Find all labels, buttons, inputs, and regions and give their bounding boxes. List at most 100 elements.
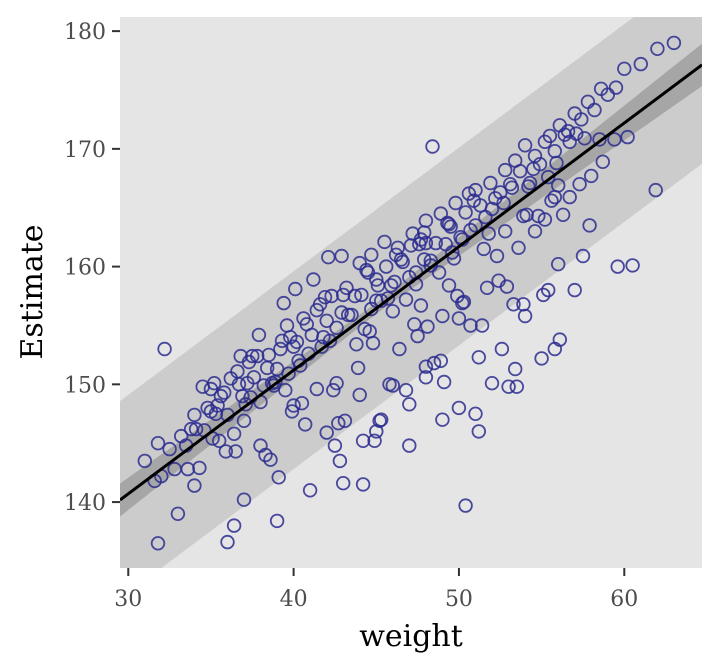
x-tick-label: 30 xyxy=(114,587,142,612)
data-point xyxy=(531,208,546,224)
data-point xyxy=(650,41,665,57)
data-point xyxy=(443,219,458,234)
data-point xyxy=(157,341,172,357)
data-point xyxy=(541,282,556,298)
data-point xyxy=(461,186,477,201)
data-point xyxy=(354,287,369,303)
data-point xyxy=(418,359,434,374)
data-point xyxy=(260,360,275,376)
data-point xyxy=(322,333,338,349)
data-point xyxy=(484,376,500,391)
data-point xyxy=(170,506,186,522)
data-point xyxy=(355,433,371,449)
data-point xyxy=(451,311,467,326)
data-point xyxy=(329,376,344,391)
data-point xyxy=(195,379,210,394)
data-point xyxy=(569,126,584,141)
data-point xyxy=(289,334,305,350)
data-point xyxy=(319,425,334,440)
data-point xyxy=(494,341,510,357)
data-point xyxy=(360,265,376,280)
data-point xyxy=(402,397,417,412)
data-point xyxy=(584,168,599,184)
data-point xyxy=(600,87,616,102)
data-point xyxy=(498,162,513,178)
data-point xyxy=(418,235,434,251)
data-point xyxy=(425,139,440,154)
data-point xyxy=(435,308,450,324)
data-point xyxy=(448,195,463,211)
data-point xyxy=(331,416,346,431)
data-point xyxy=(666,35,682,51)
data-point xyxy=(274,333,290,349)
data-point xyxy=(309,381,325,397)
data-point xyxy=(276,295,291,311)
data-point xyxy=(426,355,442,371)
regression-line xyxy=(120,63,702,502)
data-point xyxy=(367,433,382,449)
data-point xyxy=(306,272,321,287)
data-point xyxy=(542,128,558,144)
data-point xyxy=(334,248,349,264)
data-point xyxy=(258,447,273,463)
data-point xyxy=(211,433,227,449)
data-point xyxy=(326,383,341,398)
data-point xyxy=(509,379,525,394)
data-point xyxy=(549,155,564,171)
data-point xyxy=(544,193,559,208)
data-point xyxy=(187,407,202,423)
data-point xyxy=(180,461,196,477)
data-point xyxy=(417,225,432,240)
x-tick-label: 50 xyxy=(445,587,473,612)
data-point xyxy=(516,208,531,224)
data-point xyxy=(369,272,384,287)
data-point xyxy=(595,154,611,170)
data-point xyxy=(455,295,470,311)
y-tick-label: 160 xyxy=(64,256,106,281)
data-point xyxy=(162,441,177,457)
data-point xyxy=(269,513,285,529)
data-point xyxy=(506,297,521,312)
data-point xyxy=(574,112,589,127)
data-point xyxy=(251,327,267,343)
data-point xyxy=(489,248,505,264)
data-point xyxy=(508,361,523,377)
data-point xyxy=(451,400,467,416)
data-point xyxy=(364,247,379,263)
data-point xyxy=(567,282,582,298)
data-point xyxy=(458,205,473,220)
data-point xyxy=(511,240,526,256)
data-point xyxy=(551,257,566,272)
data-point xyxy=(431,265,447,280)
data-point xyxy=(512,163,528,179)
data-point xyxy=(341,307,356,323)
data-point xyxy=(562,189,577,205)
data-point xyxy=(302,483,318,498)
data-point xyxy=(577,131,592,146)
data-point xyxy=(288,281,303,297)
data-point xyxy=(527,224,543,239)
data-point xyxy=(402,438,417,453)
data-point xyxy=(468,406,483,422)
data-point xyxy=(365,335,381,351)
data-point xyxy=(294,396,310,411)
data-point xyxy=(187,478,202,493)
data-point xyxy=(498,224,513,239)
data-point xyxy=(349,337,364,352)
data-point xyxy=(551,178,566,193)
y-tick-label: 140 xyxy=(64,491,106,516)
data-point xyxy=(633,56,649,72)
data-point xyxy=(504,180,520,195)
data-point xyxy=(484,201,500,217)
data-point xyxy=(458,498,473,513)
data-point xyxy=(547,341,563,357)
data-point xyxy=(228,444,243,459)
data-point xyxy=(433,206,449,221)
data-point xyxy=(208,406,224,422)
data-point xyxy=(417,252,432,267)
data-point xyxy=(382,377,397,392)
data-point xyxy=(436,374,452,390)
data-point xyxy=(474,318,490,333)
x-axis: 30 40 50 60 xyxy=(114,568,638,612)
data-point xyxy=(441,278,457,293)
